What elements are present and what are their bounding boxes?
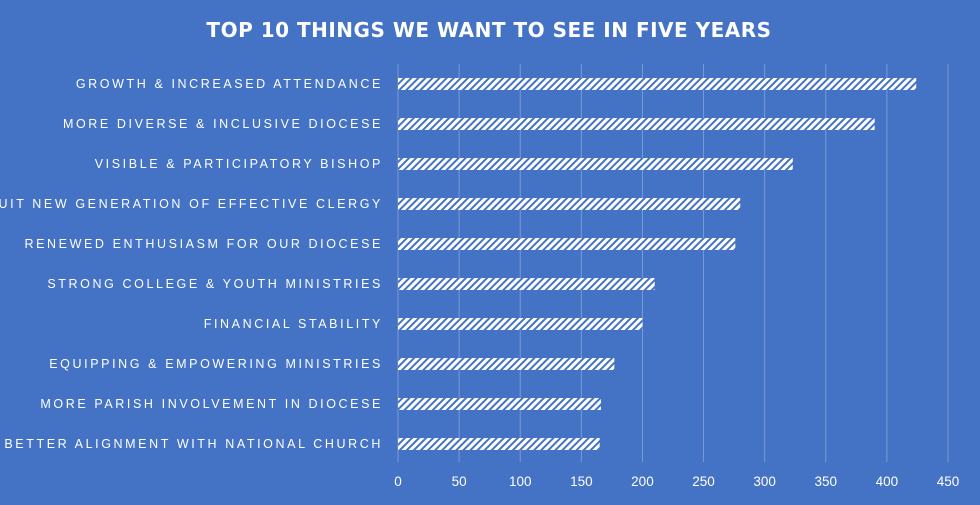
x-tick-label: 450	[937, 474, 960, 489]
category-labels: GROWTH & INCREASED ATTENDANCE MORE DIVERS…	[0, 77, 383, 451]
x-tick-label: 250	[692, 474, 715, 489]
x-tick-label: 0	[394, 474, 402, 489]
x-tick-label: 150	[570, 474, 593, 489]
bar	[398, 358, 615, 370]
bar	[398, 278, 655, 290]
bars	[398, 78, 917, 450]
x-tick-label: 400	[876, 474, 899, 489]
category-label: BETTER ALIGNMENT WITH NATIONAL CHURCH	[4, 437, 383, 451]
x-tick-label: 50	[452, 474, 467, 489]
bar	[398, 118, 875, 130]
category-label: FINANCIAL STABILITY	[204, 317, 383, 331]
category-label: RENEWED ENTHUSIASM FOR OUR DIOCESE	[24, 237, 383, 251]
bar	[398, 438, 600, 450]
category-label: RECRUIT NEW GENERATION OF EFFECTIVE CLER…	[0, 197, 383, 211]
gridlines	[397, 64, 949, 462]
category-label: MORE DIVERSE & INCLUSIVE DIOCESE	[63, 117, 383, 131]
x-tick-label: 350	[815, 474, 838, 489]
bar	[398, 78, 917, 90]
chart-title: TOP 10 THINGS WE WANT TO SEE IN FIVE YEA…	[206, 18, 771, 42]
bar	[398, 238, 736, 250]
x-tick-label: 300	[753, 474, 776, 489]
category-label: EQUIPPING & EMPOWERING MINISTRIES	[49, 357, 383, 371]
bar	[398, 398, 601, 410]
category-label: STRONG COLLEGE & YOUTH MINISTRIES	[47, 277, 383, 291]
x-tick-label: 100	[509, 474, 532, 489]
category-label: GROWTH & INCREASED ATTENDANCE	[76, 77, 383, 91]
bar	[398, 198, 741, 210]
x-tick-label: 200	[631, 474, 654, 489]
x-axis-ticks: 0 50 100 150 200 250 300 350 400 450	[394, 474, 959, 489]
category-label: VISIBLE & PARTICIPATORY BISHOP	[95, 157, 383, 171]
category-label: MORE PARISH INVOLVEMENT IN DIOCESE	[40, 397, 383, 411]
bar	[398, 318, 643, 330]
bar	[398, 158, 793, 170]
